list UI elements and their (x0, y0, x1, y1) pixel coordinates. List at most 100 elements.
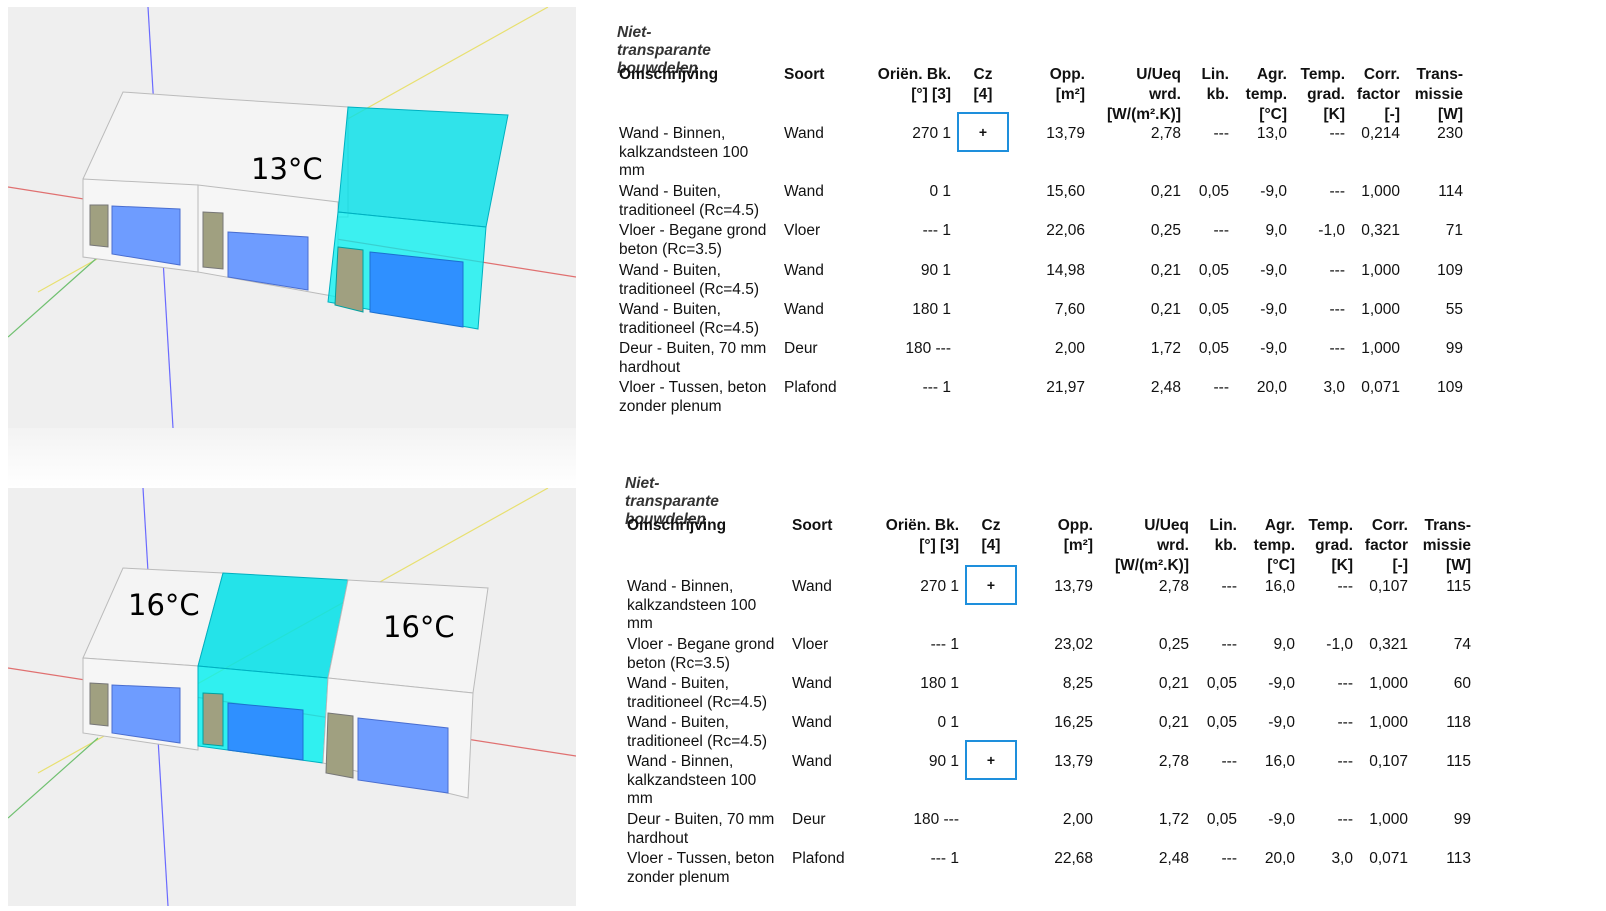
table-cell-agr: -9,0 (1260, 301, 1287, 318)
table-cell-omschrijving: Wand - Buiten, traditioneel (Rc=4.5) (619, 183, 759, 219)
table-cell-soort: Vloer (792, 636, 829, 653)
table-cell-orien: 270 1 (912, 125, 951, 142)
table-cell-corr: 0,321 (1361, 222, 1400, 239)
table-cell-orien: 180 --- (905, 340, 951, 357)
table-cell-agr: 9,0 (1265, 222, 1287, 239)
window-middle (227, 702, 304, 761)
3d-viewport-top[interactable]: 13°C (8, 7, 576, 428)
table-cell-corr: 1,000 (1369, 675, 1408, 692)
table-cell-opp: 22,68 (1054, 850, 1093, 867)
table-cell-lin: --- (1221, 578, 1238, 595)
table-cell-soort: Wand (792, 753, 832, 770)
table-cell-opp: 13,79 (1054, 578, 1093, 595)
table-cell-lin: --- (1221, 850, 1238, 867)
table-cell-opp: 15,60 (1046, 183, 1085, 200)
table-cell-lin: 0,05 (1198, 183, 1229, 200)
table-cell-corr: 0,071 (1361, 379, 1400, 396)
table-cell-u: 2,78 (1158, 578, 1189, 595)
roof-right-selected (337, 106, 509, 228)
cz-button[interactable]: + (965, 740, 1017, 780)
table-cell-corr: 0,071 (1369, 850, 1408, 867)
table-cell-soort: Wand (784, 262, 824, 279)
column-header-soort: Soort (792, 517, 833, 534)
table-cell-lin: 0,05 (1198, 340, 1229, 357)
table-cell-tempgrad: --- (1337, 753, 1354, 770)
table-cell-tempgrad: --- (1337, 811, 1354, 828)
table-cell-u: 2,78 (1150, 125, 1181, 142)
table-cell-trans: 230 (1437, 125, 1463, 142)
table-cell-opp: 14,98 (1046, 262, 1085, 279)
table-cell-omschrijving: Vloer - Begane grond beton (Rc=3.5) (619, 222, 767, 258)
table-cell-soort: Wand (784, 125, 824, 142)
table-cell-orien: --- 1 (930, 636, 959, 653)
table-cell-omschrijving: Wand - Buiten, traditioneel (Rc=4.5) (627, 675, 767, 711)
window-right (357, 717, 449, 794)
table-cell-lin: --- (1221, 753, 1238, 770)
table-cell-corr: 0,107 (1369, 578, 1408, 595)
table-cell-trans: 109 (1437, 379, 1463, 396)
table-cell-u: 0,25 (1150, 222, 1181, 239)
table-cell-opp: 13,79 (1054, 753, 1093, 770)
table-cell-opp: 21,97 (1046, 379, 1085, 396)
table-cell-tempgrad: --- (1329, 340, 1346, 357)
table-cell-lin: --- (1213, 125, 1230, 142)
door-left (89, 204, 109, 248)
table-cell-omschrijving: Wand - Binnen, kalkzandsteen 100 mm (619, 125, 749, 179)
table-cell-omschrijving: Wand - Buiten, traditioneel (Rc=4.5) (619, 301, 759, 337)
table-cell-lin: 0,05 (1206, 811, 1237, 828)
table-cell-lin: --- (1213, 222, 1230, 239)
table-cell-opp: 2,00 (1062, 811, 1093, 828)
column-header-omschrijving: Omschrijving (627, 517, 727, 534)
column-header-agr: Agr. temp. [°C] (1245, 66, 1287, 123)
table-cell-trans: 109 (1437, 262, 1463, 279)
table-cell-trans: 99 (1445, 340, 1463, 357)
table-cell-orien: 180 1 (912, 301, 951, 318)
table-cell-lin: 0,05 (1206, 675, 1237, 692)
table-cell-u: 2,78 (1158, 753, 1189, 770)
column-header-soort: Soort (784, 66, 825, 83)
door-right (334, 246, 364, 313)
table-cell-tempgrad: 3,0 (1323, 379, 1345, 396)
building-model-bottom[interactable] (8, 488, 576, 906)
table-cell-trans: 118 (1446, 714, 1471, 731)
table-cell-tempgrad: --- (1329, 183, 1346, 200)
table-cell-omschrijving: Vloer - Tussen, beton zonder plenum (619, 379, 767, 415)
table-cell-trans: 115 (1446, 753, 1471, 770)
table-cell-tempgrad: --- (1329, 262, 1346, 279)
table-cell-omschrijving: Deur - Buiten, 70 mm hardhout (619, 340, 767, 376)
table-cell-orien: 270 1 (920, 578, 959, 595)
column-header-orien: Oriën. Bk. [°] [3] (885, 517, 959, 554)
column-header-orien: Oriën. Bk. [°] [3] (877, 66, 951, 103)
table-cell-orien: --- 1 (922, 379, 951, 396)
room-temp-label: 13°C (251, 152, 323, 186)
3d-viewport-bottom[interactable]: 16°C 16°C (8, 488, 576, 906)
table-title: Niet-transparante bouwdelen (617, 24, 711, 77)
cz-button[interactable]: + (957, 112, 1009, 152)
table-cell-opp: 7,60 (1054, 301, 1085, 318)
cz-button[interactable]: + (965, 565, 1017, 605)
table-cell-omschrijving: Wand - Buiten, traditioneel (Rc=4.5) (627, 714, 767, 750)
table-cell-u: 2,48 (1158, 850, 1189, 867)
column-header-omschrijving: Omschrijving (619, 66, 719, 83)
table-cell-omschrijving: Wand - Binnen, kalkzandsteen 100 mm (627, 753, 757, 807)
table-cell-omschrijving: Vloer - Tussen, beton zonder plenum (627, 850, 775, 886)
column-header-opp: Opp. [m²] (1049, 66, 1085, 103)
table-cell-agr: 20,0 (1264, 850, 1295, 867)
table-cell-orien: --- 1 (922, 222, 951, 239)
column-header-u: U/Ueq wrd. [W/(m².K)] (1106, 66, 1181, 123)
door-middle (202, 692, 224, 747)
table-cell-u: 0,21 (1150, 183, 1181, 200)
table-cell-orien: 180 --- (913, 811, 959, 828)
table-cell-u: 0,21 (1158, 714, 1189, 731)
table-cell-opp: 2,00 (1054, 340, 1085, 357)
table-cell-soort: Plafond (792, 850, 845, 867)
table-cell-lin: 0,05 (1206, 714, 1237, 731)
table-cell-tempgrad: -1,0 (1318, 222, 1345, 239)
building-model-top[interactable] (8, 7, 576, 428)
table-cell-u: 0,21 (1158, 675, 1189, 692)
table-cell-corr: 0,321 (1369, 636, 1408, 653)
table-cell-omschrijving: Wand - Binnen, kalkzandsteen 100 mm (627, 578, 757, 632)
table-cell-soort: Wand (784, 183, 824, 200)
table-cell-orien: 0 1 (929, 183, 951, 200)
table-cell-corr: 1,000 (1369, 811, 1408, 828)
